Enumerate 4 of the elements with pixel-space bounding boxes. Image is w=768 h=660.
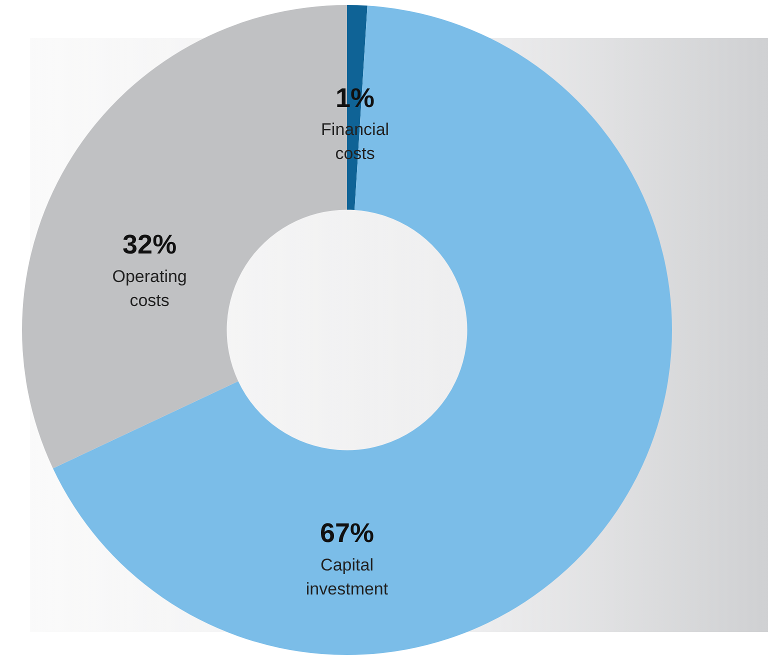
slice-label: Operating costs	[112, 266, 187, 310]
data-label: 32%	[122, 230, 177, 260]
data-label: 67%	[320, 518, 374, 548]
slice-label: Capital investment	[306, 555, 388, 598]
